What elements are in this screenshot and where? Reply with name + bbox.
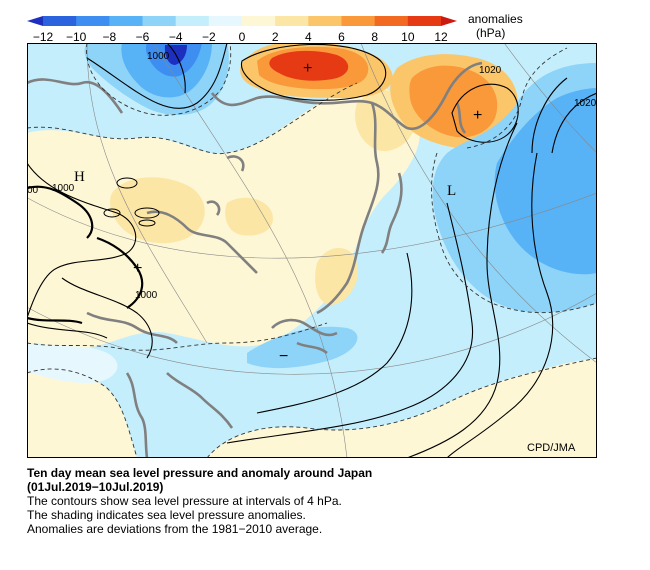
caption-contour-note: The contours show sea level pressure at … [27,494,342,508]
map-frame [27,43,597,458]
pressure-label-1000-south: 1000 [135,290,158,301]
legend-unit-text: (hPa) [476,26,506,40]
pressure-label-1000-west: 1000 [52,183,75,194]
caption-average-note: Anomalies are deviations from the 1981−2… [27,522,323,536]
high-center-label: H [74,169,85,185]
anomaly-region-positive-medium-2 [225,197,273,236]
isobars-small-closed [103,177,160,227]
colorbar-tick-label: −10 [65,30,87,44]
colorbar-cells [43,16,442,26]
coastlines [27,61,483,458]
isobars-solid [27,43,597,458]
colorbar-tick-label: −4 [168,30,183,44]
colorbar-cell [175,16,210,26]
colorbar-tick-label: −2 [201,30,216,44]
anomaly-region-positive-north-core [269,50,349,81]
anomaly-colorbar [27,16,457,26]
colorbar-tick-label: −6 [135,30,150,44]
low-center-label: L [447,183,456,199]
colorbar-right-arrow [441,16,457,26]
colorbar-cell [142,16,177,26]
graticule [27,43,597,458]
pressure-label-1020-east: 1020 [574,98,597,109]
anomaly-region-positive-southeast [207,358,597,458]
map-caption: Ten day mean sea level pressure and anom… [27,466,617,536]
anomaly-max-mark-west: + [133,260,142,277]
legend-title: anomalies (hPa) [468,12,523,40]
colorbar-left-arrow [27,16,43,26]
isobars-1000 [27,185,144,325]
pressure-label-1020-northeast: 1020 [479,65,502,76]
colorbar-tick-label: 6 [338,30,345,44]
colorbar-tick-label: 4 [304,30,312,44]
colorbar-cell [43,16,77,26]
colorbar-tick-label: 8 [371,30,378,44]
caption-title: Ten day mean sea level pressure and anom… [27,466,373,480]
anomaly-region-negative-south [247,326,358,369]
colorbar-cell [407,16,442,26]
caption-period: (01Jul.2019−10Jul.2019) [27,480,164,494]
pressure-label-00-edge: 00 [27,185,39,196]
pressure-label-1000-north: 1000 [147,51,170,62]
colorbar-tick-label: 0 [238,30,246,44]
map-credit: CPD/JMA [527,442,576,454]
pressure-anomaly-map: 1000 1000 1000 1020 1020 00 H L + + + − … [27,43,597,458]
anomaly-max-mark-northeast: + [473,107,482,124]
anomaly-min-mark-south: − [279,348,288,365]
colorbar-cell [242,16,276,26]
colorbar-cell [341,16,376,26]
colorbar-cell [308,16,342,26]
colorbar-cell [208,16,243,26]
colorbar-cell [374,16,409,26]
colorbar-cell [275,16,309,26]
colorbar-tick-label: −12 [32,30,54,44]
anomaly-region-positive-south [27,368,137,458]
anomaly-region-positive-medium-3 [315,248,358,305]
anomaly-region-negative-east-inner [494,88,597,275]
colorbar-tick-label: −8 [102,30,117,44]
anomaly-region-positive-northeast-inner [409,65,498,138]
zero-anomaly-contours [27,43,597,458]
colorbar-tick-label: 12 [434,30,448,44]
colorbar-tick-label: 2 [271,30,279,44]
anomaly-max-mark-north: + [303,60,312,77]
colorbar-tick-label: 10 [401,30,415,44]
anomaly-region-negative-southwest [27,343,118,383]
caption-shading-note: The shading indicates sea level pressure… [27,508,306,522]
legend-title-text: anomalies [468,12,523,26]
colorbar-cell [109,16,143,26]
colorbar-cell [76,16,110,26]
